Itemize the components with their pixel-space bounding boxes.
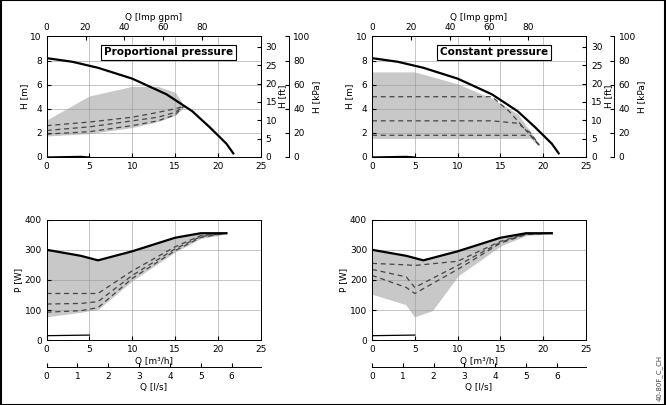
Y-axis label: P [W]: P [W] bbox=[340, 268, 348, 292]
X-axis label: Q [m³/h]: Q [m³/h] bbox=[135, 357, 172, 366]
Y-axis label: H [m]: H [m] bbox=[345, 84, 354, 109]
Text: Proportional pressure: Proportional pressure bbox=[104, 47, 233, 57]
Y-axis label: H [ft]: H [ft] bbox=[278, 85, 288, 109]
Y-axis label: H [kPa]: H [kPa] bbox=[637, 81, 647, 113]
Y-axis label: H [m]: H [m] bbox=[20, 84, 29, 109]
Y-axis label: H [kPa]: H [kPa] bbox=[312, 81, 321, 113]
X-axis label: Q [m³/h]: Q [m³/h] bbox=[460, 357, 498, 366]
Y-axis label: P [W]: P [W] bbox=[14, 268, 23, 292]
X-axis label: Q [Imp gpm]: Q [Imp gpm] bbox=[125, 13, 182, 22]
Text: Constant pressure: Constant pressure bbox=[440, 47, 548, 57]
X-axis label: Q [l/s]: Q [l/s] bbox=[140, 384, 167, 392]
X-axis label: Q [Imp gpm]: Q [Imp gpm] bbox=[450, 13, 507, 22]
Text: 40-80F_C_CH: 40-80F_C_CH bbox=[656, 355, 663, 401]
Y-axis label: H [ft]: H [ft] bbox=[604, 85, 613, 109]
X-axis label: Q [l/s]: Q [l/s] bbox=[466, 384, 493, 392]
